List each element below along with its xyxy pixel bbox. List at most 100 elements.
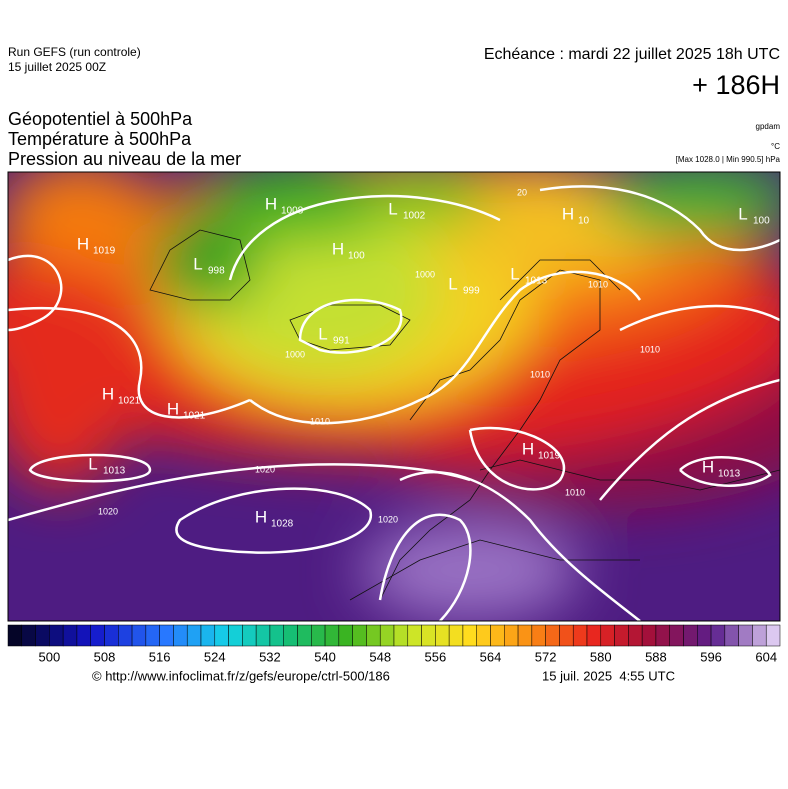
colorbar-cell: [186, 624, 202, 647]
pressure-center-kind: H: [77, 234, 89, 253]
colorbar-cell: [104, 624, 119, 647]
colorbar-cell: [49, 624, 64, 647]
pressure-center-kind: H: [167, 399, 179, 418]
colorbar-cell: [118, 624, 133, 647]
pressure-center-kind: L: [193, 254, 202, 273]
pressure-center-value: 10: [578, 216, 590, 227]
pressure-center-value: 1021: [183, 411, 206, 422]
pressure-center-kind: L: [388, 199, 397, 218]
pressure-center-value: 100: [753, 216, 770, 227]
isobar-label: 1020: [255, 464, 275, 474]
colorbar-tick-label: 540: [314, 649, 336, 664]
colorbar-cell: [435, 624, 450, 647]
colorbar-cell: [407, 624, 422, 647]
colorbar-tick-label: 524: [204, 649, 226, 664]
colorbar-cell: [76, 624, 91, 647]
pressure-center-kind: H: [102, 384, 114, 403]
colorbar-cell: [62, 624, 78, 647]
colorbar-tick-label: 516: [149, 649, 171, 664]
isobar-label: 1010: [310, 416, 330, 426]
colorbar-cell: [504, 624, 519, 647]
pressure-center-value: 999: [463, 286, 480, 297]
field-label: Pression au niveau de la mer: [8, 149, 241, 169]
colorbar-cell: [614, 624, 629, 647]
colorbar-cell: [738, 624, 753, 647]
footer-issued: 15 juil. 2025 4:55 UTC: [542, 668, 675, 683]
pressure-center-kind: H: [702, 457, 714, 476]
pressure-center-value: 1021: [118, 396, 141, 407]
colorbar-cell: [324, 624, 340, 647]
colorbar-cell: [21, 624, 36, 647]
colorbar-cell: [338, 624, 353, 647]
pressure-center-kind: H: [522, 439, 534, 458]
colorbar-tick-label: 580: [590, 649, 612, 664]
colorbar-cell: [572, 624, 588, 647]
colorbar-tick-label: 588: [645, 649, 667, 664]
pressure-center-kind: H: [265, 194, 277, 213]
map-field: [8, 172, 780, 621]
colorbar-cell: [669, 624, 684, 647]
isobar-label: 1020: [378, 514, 398, 524]
pressure-center-value: 1028: [271, 519, 294, 530]
colorbar-tick-label: 564: [480, 649, 502, 664]
pressure-center-value: 1013: [718, 469, 741, 480]
colorbar-cell: [311, 624, 326, 647]
colorbar-tick-label: 548: [369, 649, 391, 664]
colorbar-cell: [297, 624, 312, 647]
colorbar-cell: [683, 624, 698, 647]
run-date: 15 juillet 2025 00Z: [8, 60, 106, 74]
colorbar-cell: [421, 624, 436, 647]
colorbar-cell: [214, 624, 229, 647]
colorbar-cell: [228, 624, 243, 647]
colorbar-cell: [7, 624, 23, 647]
pressure-center-value: 1019: [538, 451, 561, 462]
colorbar-tick-label: 532: [259, 649, 281, 664]
pressure-center-kind: L: [88, 454, 97, 473]
pressure-center-value: 100: [348, 251, 365, 262]
colorbar-tick-label: 556: [425, 649, 447, 664]
colorbar-cell: [724, 624, 739, 647]
colorbar-cell: [393, 624, 409, 647]
valid-time: Echéance : mardi 22 juillet 2025 18h UTC: [484, 46, 780, 63]
colorbar-cell: [366, 624, 381, 647]
colorbar-tick-label: 500: [39, 649, 61, 664]
pressure-center-kind: L: [738, 204, 747, 223]
colorbar-tick-label: 508: [94, 649, 116, 664]
isobar-label: 1000: [285, 349, 305, 359]
colorbar-tick-label: 604: [755, 649, 777, 664]
field-label: Température à 500hPa: [8, 129, 192, 149]
unit-label: [Max 1028.0 | Min 990.5] hPa: [676, 155, 781, 164]
pressure-center-kind: L: [510, 264, 519, 283]
pressure-center-value: 1013: [525, 276, 548, 287]
colorbar-cell: [131, 624, 147, 647]
pressure-center-kind: H: [332, 239, 344, 258]
lead-time: + 186H: [692, 70, 780, 100]
colorbar-cell: [35, 624, 50, 647]
colorbar-cell: [242, 624, 257, 647]
colorbar-cell: [545, 624, 560, 647]
isobar-label: 1020: [98, 506, 118, 516]
pressure-center-kind: L: [448, 274, 457, 293]
pressure-center-value: 998: [208, 266, 225, 277]
isobar-label: 1000: [415, 269, 435, 279]
colorbar-tick-label: 596: [700, 649, 722, 664]
colorbar-cell: [90, 624, 105, 647]
field-label: Géopotentiel à 500hPa: [8, 109, 193, 129]
colorbar-cell: [283, 624, 298, 647]
colorbar-cell: [752, 624, 767, 647]
colorbar-cell: [517, 624, 533, 647]
isobar-label: 1010: [588, 279, 608, 289]
colorbar-cell: [379, 624, 395, 647]
pressure-center-kind: H: [562, 204, 574, 223]
isobar-label: 1010: [640, 344, 660, 354]
map-frame: [7, 171, 781, 622]
run-name: Run GEFS (run controle): [8, 45, 141, 59]
colorbar-cell: [476, 624, 491, 647]
unit-label: gpdam: [756, 122, 781, 131]
colorbar-cell: [269, 624, 284, 647]
colorbar-cell: [531, 624, 546, 647]
colorbar-cell: [600, 624, 615, 647]
colorbar-cell: [255, 624, 271, 647]
